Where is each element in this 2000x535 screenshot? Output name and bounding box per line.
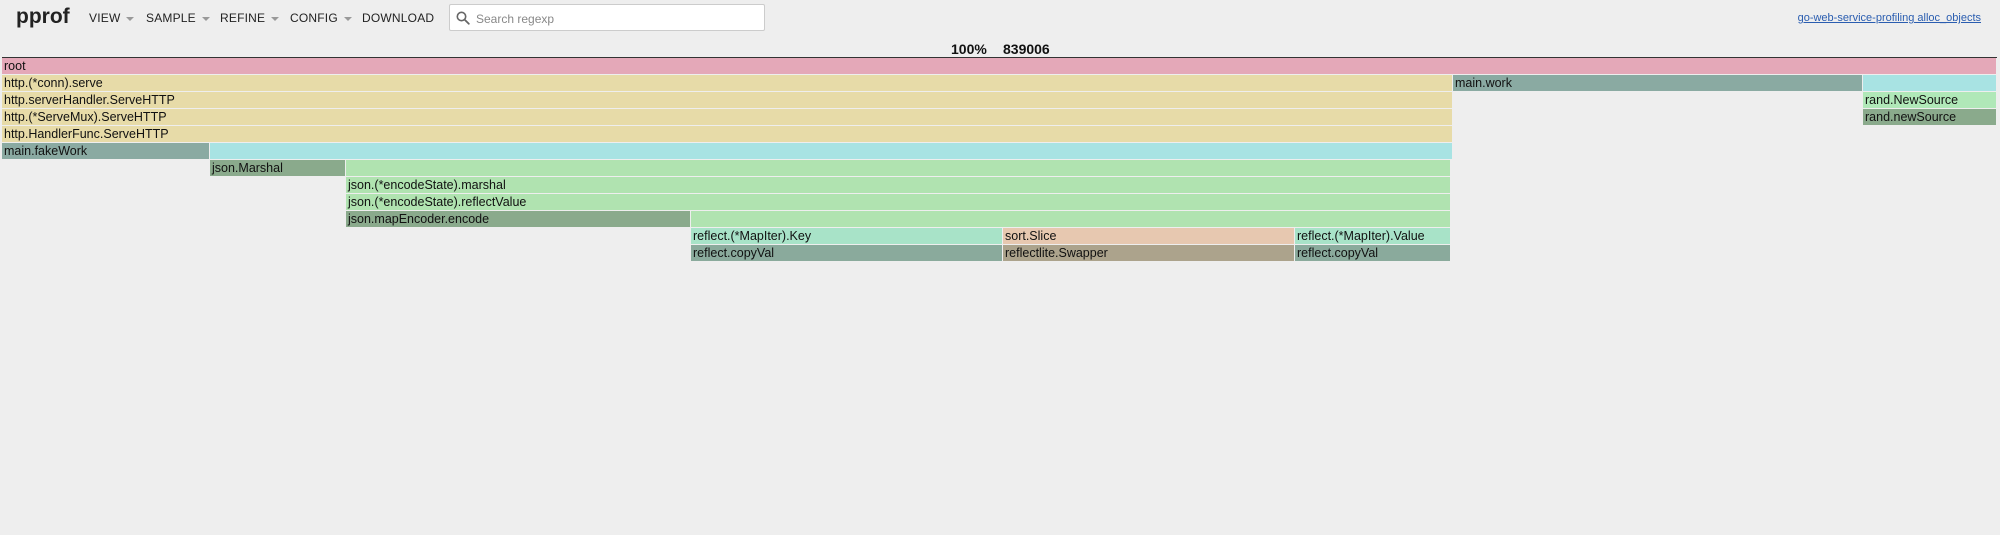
frame-http-handlerfunc-servehttp[interactable]: http.HandlerFunc.ServeHTTP <box>2 126 1453 143</box>
chevron-down-icon <box>126 16 135 21</box>
search-icon <box>456 11 470 25</box>
menu-refine[interactable]: REFINE <box>220 11 280 25</box>
search-input[interactable] <box>474 8 758 29</box>
menu-download-label: DOWNLOAD <box>362 11 435 25</box>
summary-total: 839006 <box>1003 41 1050 57</box>
frame-unlabeled[interactable] <box>1863 75 1997 92</box>
chevron-down-icon <box>201 16 210 21</box>
frame-reflect-mapiter-key[interactable]: reflect.(*MapIter).Key <box>691 228 1003 245</box>
brand-logo[interactable]: pprof <box>16 5 70 28</box>
top-bar: pprof VIEW SAMPLE REFINE CONFIG DOWNLOAD… <box>0 0 2000 36</box>
flamegraph-top-border <box>2 57 1997 58</box>
frame-json-marshal[interactable]: json.Marshal <box>210 160 346 177</box>
frame-rand-newsource[interactable]: rand.NewSource <box>1863 92 1997 109</box>
menu-view[interactable]: VIEW <box>89 11 135 25</box>
frame-reflect-mapiter-value[interactable]: reflect.(*MapIter).Value <box>1295 228 1451 245</box>
menu-config-label: CONFIG <box>290 11 338 25</box>
frame-http-serverhandler-servehttp[interactable]: http.serverHandler.ServeHTTP <box>2 92 1453 109</box>
frame-unlabeled[interactable] <box>691 211 1451 228</box>
chevron-down-icon <box>343 16 352 21</box>
menu-download[interactable]: DOWNLOAD <box>362 11 434 25</box>
frame-http-servemux-servehttp[interactable]: http.(*ServeMux).ServeHTTP <box>2 109 1453 126</box>
menu-sample[interactable]: SAMPLE <box>146 11 210 25</box>
frame-root[interactable]: root <box>2 58 1997 75</box>
frame-http-conn-serve[interactable]: http.(*conn).serve <box>2 75 1453 92</box>
menu-refine-label: REFINE <box>220 11 266 25</box>
chevron-down-icon <box>271 16 280 21</box>
frame-json-encodestate-marshal[interactable]: json.(*encodeState).marshal <box>346 177 1451 194</box>
frame-reflect-copyval[interactable]: reflect.copyVal <box>1295 245 1451 262</box>
frame-unlabeled[interactable] <box>210 143 1453 160</box>
frame-reflect-copyval[interactable]: reflect.copyVal <box>691 245 1003 262</box>
frame-json-encodestate-reflectvalue[interactable]: json.(*encodeState).reflectValue <box>346 194 1451 211</box>
frame-json-mapencoder-encode[interactable]: json.mapEncoder.encode <box>346 211 691 228</box>
summary-percent: 100% <box>951 41 987 57</box>
menu-view-label: VIEW <box>89 11 121 25</box>
menu-config[interactable]: CONFIG <box>290 11 352 25</box>
frame-main-work[interactable]: main.work <box>1453 75 1863 92</box>
profile-link[interactable]: go-web-service-profiling alloc_objects <box>1797 12 1981 24</box>
menu-sample-label: SAMPLE <box>146 11 196 25</box>
frame-main-fakework[interactable]: main.fakeWork <box>2 143 210 160</box>
frame-reflectlite-swapper[interactable]: reflectlite.Swapper <box>1003 245 1295 262</box>
search-box <box>449 4 765 31</box>
frame-rand-newsource-inner[interactable]: rand.newSource <box>1863 109 1997 126</box>
frame-sort-slice[interactable]: sort.Slice <box>1003 228 1295 245</box>
frame-unlabeled[interactable] <box>346 160 1451 177</box>
